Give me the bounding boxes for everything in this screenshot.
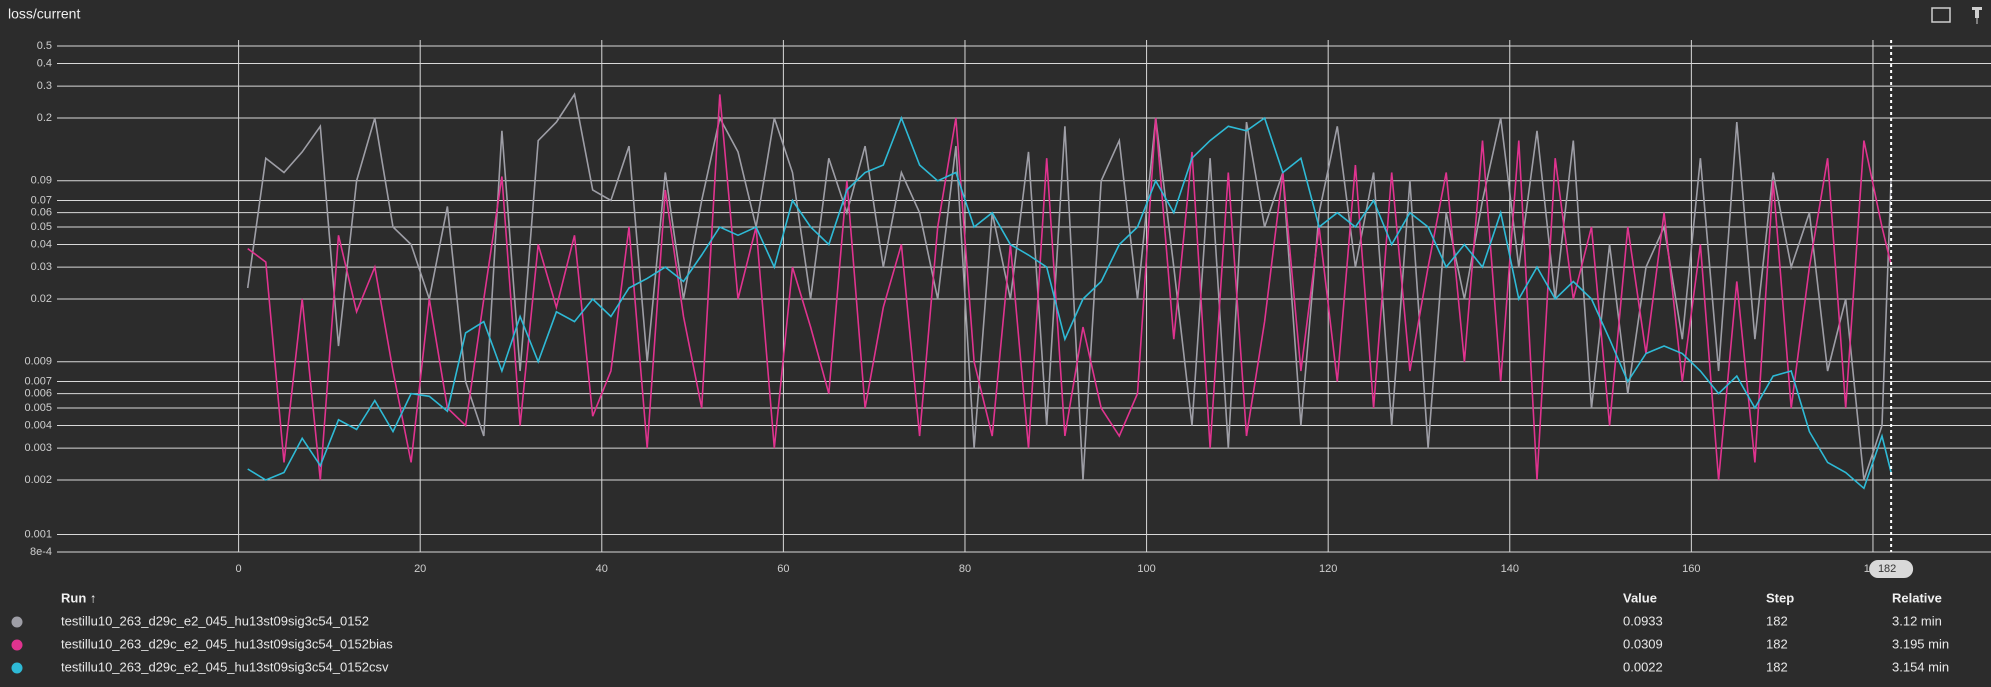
pin-icon[interactable] [1972,7,1982,24]
table-header: Value [1623,590,1657,605]
y-tick-label: 0.005 [24,402,52,414]
fit-icon[interactable] [1931,7,1951,23]
x-tick-label: 140 [1501,563,1519,575]
y-tick-label: 0.07 [31,194,52,206]
x-tick-label: 120 [1319,563,1337,575]
series-line [246,92,1892,481]
y-tick-label: 0.03 [31,261,52,273]
pin-needle [1976,18,1978,24]
y-tick-label: 0.2 [37,112,52,124]
run-value: 0.0309 [1623,636,1663,651]
legend-dot [11,639,23,651]
y-tick-label: 0.009 [24,356,52,368]
x-tick-label: 40 [596,563,608,575]
legend-dot [11,616,23,628]
run-value: 0.0022 [1623,659,1663,674]
y-tick-label: 0.04 [31,238,52,250]
y-tick-label: 0.007 [24,375,52,387]
y-tick-label: 0.001 [24,528,52,540]
run-step: 182 [1766,659,1788,674]
run-step: 182 [1766,636,1788,651]
x-tick-label: 0 [236,563,242,575]
cursor-badge-label: 182 [1878,563,1896,575]
y-tick-label: 0.3 [37,80,52,92]
y-tick-label: 0.003 [24,442,52,454]
run-relative: 3.154 min [1892,659,1949,674]
y-tick-label: 0.006 [24,388,52,400]
x-tick-label: 160 [1682,563,1700,575]
y-tick-label: 0.02 [31,293,52,305]
x-tick-label: 100 [1137,563,1155,575]
run-name: testillu10_263_d29c_e2_045_hu13st09sig3c… [61,636,393,651]
table-header: Step [1766,590,1794,605]
x-tick-label: 80 [959,563,971,575]
y-tick-label: 0.4 [37,57,52,69]
y-tick-label: 0.05 [31,221,52,233]
y-tick-label: 8e-4 [30,546,52,558]
run-name: testillu10_263_d29c_e2_045_hu13st09sig3c… [61,613,369,628]
cursor-badge [1869,560,1914,578]
run-value: 0.0933 [1623,613,1663,628]
run-name: testillu10_263_d29c_e2_045_hu13st09sig3c… [61,659,389,674]
run-relative: 3.195 min [1892,636,1949,651]
lines [246,92,1892,490]
pin-head [1972,7,1982,10]
chart-title: loss/current [8,6,80,22]
y-tick-label: 0.5 [37,40,52,52]
pin-body [1975,10,1979,18]
table-header: Relative [1892,590,1942,605]
runs-table: Run ↑ Value Step Relative testillu10_263_d29… [11,590,1949,674]
y-tick-label: 0.06 [31,207,52,219]
run-step: 182 [1766,613,1788,628]
series-line [247,115,1892,490]
y-tick-label: 0.004 [24,419,52,431]
legend-dot [11,662,23,674]
series-line [247,94,1892,481]
run-relative: 3.12 min [1892,613,1942,628]
table-header: Run ↑ [61,590,96,605]
y-tick-label: 0.09 [31,175,52,187]
fit-icon-frame [1931,7,1951,23]
y-tick-label: 0.002 [24,474,52,486]
x-tick-label: 60 [777,563,789,575]
x-tick-label: 20 [414,563,426,575]
